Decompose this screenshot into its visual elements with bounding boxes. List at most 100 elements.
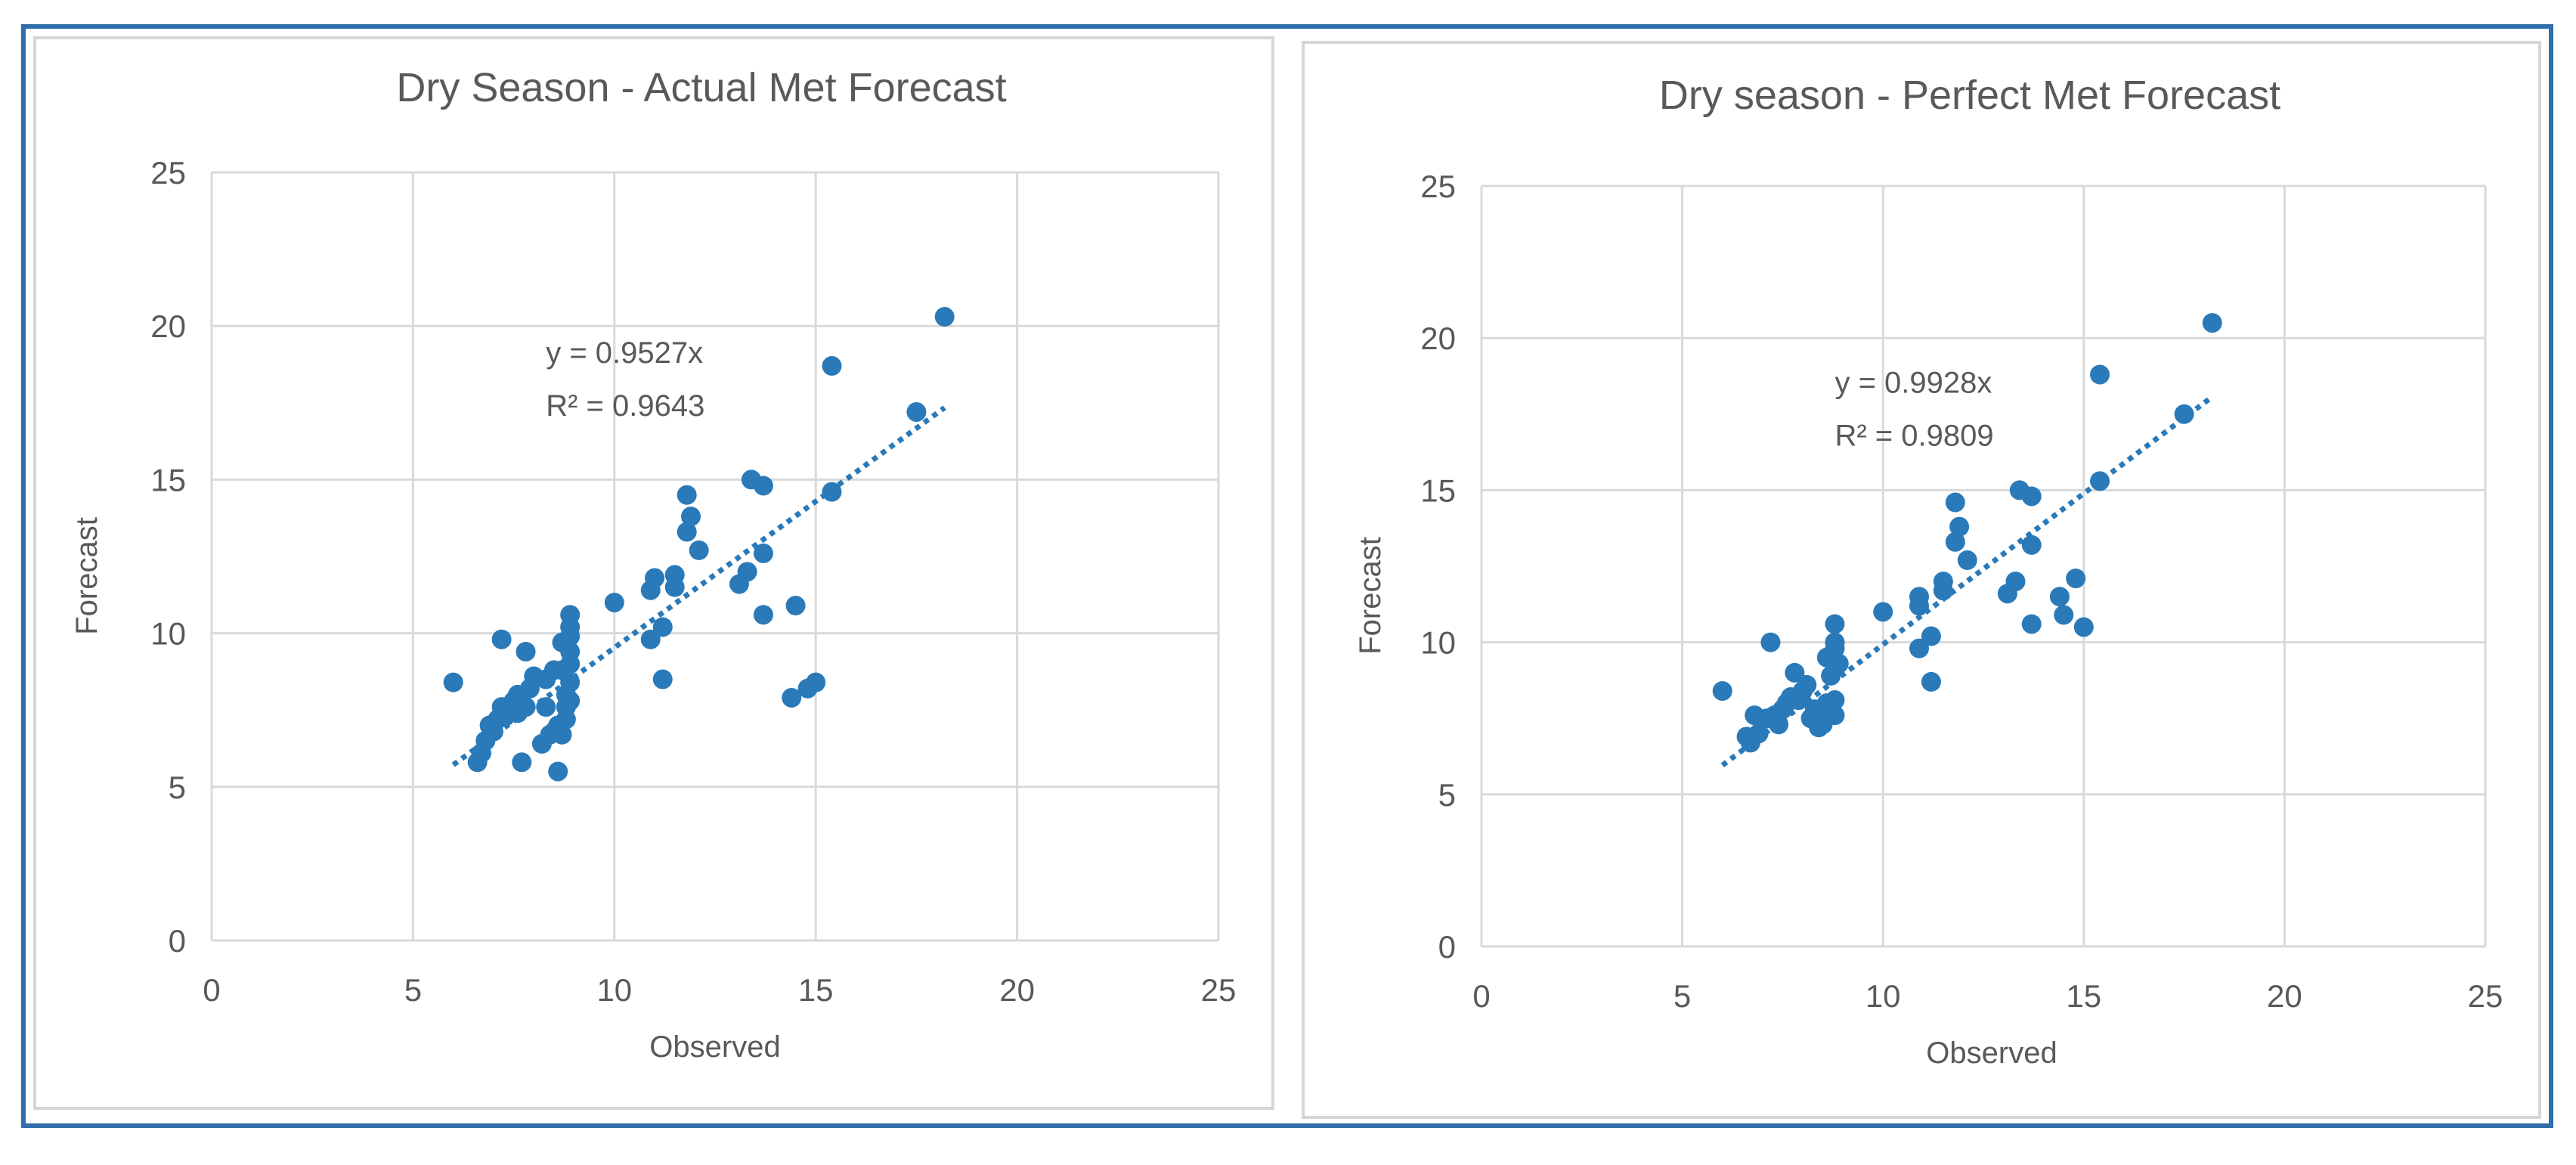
data-point <box>2066 569 2086 589</box>
data-point <box>1873 602 1893 622</box>
y-tick-label: 0 <box>169 923 186 959</box>
x-tick-label: 20 <box>999 972 1035 1008</box>
data-point <box>491 629 512 649</box>
x-tick-label: 5 <box>404 972 422 1008</box>
y-axis-label: Forecast <box>70 517 104 635</box>
data-point <box>552 724 572 745</box>
data-point <box>2090 364 2110 385</box>
data-point <box>1760 632 1781 652</box>
data-point <box>2049 587 2070 607</box>
y-tick-label: 15 <box>1420 473 1456 508</box>
y-tick-label: 25 <box>1420 169 1456 204</box>
data-points <box>1712 313 2222 753</box>
x-tick-label: 25 <box>1201 972 1237 1008</box>
data-point <box>645 568 665 588</box>
data-point <box>516 697 536 717</box>
data-point <box>785 596 806 616</box>
data-point <box>753 605 773 625</box>
data-point <box>560 691 581 711</box>
data-point <box>677 485 697 505</box>
data-point <box>677 522 697 542</box>
y-axis-label: Forecast <box>1354 537 1387 655</box>
data-point <box>560 672 581 692</box>
data-point <box>1825 690 1845 711</box>
data-point <box>2054 605 2074 625</box>
chart-title: Dry Season - Actual Met Forecast <box>396 65 1006 110</box>
x-tick-label: 15 <box>798 972 834 1008</box>
data-point <box>753 476 773 496</box>
data-point <box>548 761 568 782</box>
chart-actual-met-forecast: Dry Season - Actual Met Forecast 0 5 10 15 2… <box>70 65 1236 1064</box>
data-point <box>753 543 773 563</box>
data-point <box>1712 680 1732 701</box>
grid <box>210 171 1220 942</box>
x-tick-label: 10 <box>596 972 632 1008</box>
tick-labels: 0 5 10 15 20 25 0 5 10 15 20 25 <box>150 155 1236 1008</box>
data-point <box>2021 614 2042 634</box>
data-point <box>640 629 661 649</box>
data-point <box>1797 674 1817 695</box>
x-tick-label: 15 <box>2066 978 2101 1014</box>
chart-panel-perfect: Dry season - Perfect Met Forecast 0 5 10 15… <box>1302 41 2541 1119</box>
data-point <box>1933 572 1953 592</box>
data-point <box>1825 705 1845 726</box>
data-point <box>1921 626 1941 646</box>
data-point <box>1785 662 1805 683</box>
y-tick-label: 25 <box>150 155 186 191</box>
data-point <box>689 540 709 560</box>
data-point <box>1949 516 1970 537</box>
data-point <box>1945 531 1965 552</box>
data-point <box>560 605 581 625</box>
x-axis-label: Observed <box>649 1030 780 1064</box>
chart-panel-actual: Dry Season - Actual Met Forecast 0 5 10 15 2… <box>33 36 1274 1110</box>
data-point <box>2021 486 2042 507</box>
data-point <box>2090 471 2110 491</box>
y-tick-label: 5 <box>1438 777 1456 813</box>
data-point <box>664 565 685 585</box>
data-point <box>536 697 556 717</box>
trendline <box>1720 395 2214 768</box>
data-point <box>681 507 701 527</box>
data-point <box>1909 638 1930 658</box>
y-tick-label: 20 <box>1420 321 1456 356</box>
x-tick-label: 0 <box>1472 978 1490 1014</box>
data-point <box>560 654 581 674</box>
trendline-equation: y = 0.9527x <box>546 336 703 370</box>
data-point <box>1909 587 1930 607</box>
y-tick-label: 0 <box>1438 929 1456 965</box>
data-point <box>1945 492 1965 513</box>
x-tick-label: 25 <box>2468 978 2503 1014</box>
y-tick-label: 10 <box>150 616 186 652</box>
grid <box>1480 184 2487 948</box>
data-point <box>1825 638 1845 658</box>
data-point <box>822 356 842 376</box>
data-point <box>1957 550 1977 570</box>
chart-perfect-met-forecast: Dry season - Perfect Met Forecast 0 5 10 15… <box>1354 73 2503 1070</box>
y-tick-label: 20 <box>150 308 186 344</box>
x-axis-label: Observed <box>1926 1036 2057 1070</box>
data-point <box>1825 614 1845 634</box>
trendline-r-squared: R² = 0.9643 <box>546 389 704 423</box>
data-point <box>652 669 673 689</box>
data-point <box>906 401 927 422</box>
data-point <box>782 687 802 708</box>
data-point <box>516 641 536 662</box>
y-tick-label: 5 <box>169 770 186 805</box>
data-point <box>822 482 842 502</box>
data-point <box>2073 617 2094 637</box>
data-point <box>652 617 673 637</box>
x-tick-label: 10 <box>1865 978 1901 1014</box>
data-point <box>2021 534 2042 555</box>
data-point <box>806 672 826 692</box>
data-point <box>604 592 624 612</box>
chart-title: Dry season - Perfect Met Forecast <box>1659 73 2280 118</box>
data-point <box>1921 671 1941 692</box>
x-tick-label: 5 <box>1673 978 1691 1014</box>
trendline-r-squared: R² = 0.9809 <box>1834 420 1993 453</box>
y-tick-label: 15 <box>150 462 186 497</box>
x-tick-label: 20 <box>2267 978 2302 1014</box>
data-point <box>737 562 757 582</box>
data-point <box>1748 723 1769 744</box>
data-point <box>443 672 463 692</box>
trendline-equation: y = 0.9928x <box>1834 367 1992 400</box>
